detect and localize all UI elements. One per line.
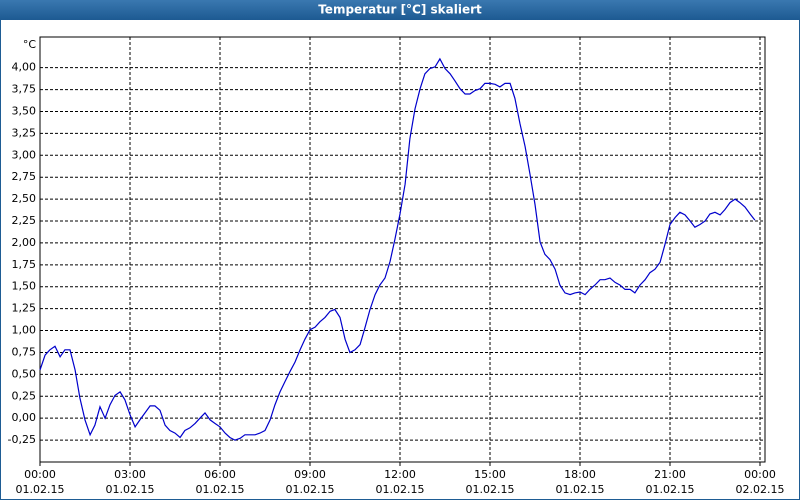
x-tick-label: 00:00 — [24, 468, 56, 481]
y-tick-label: 1,75 — [12, 258, 37, 271]
x-tick-label: 12:00 — [384, 468, 416, 481]
x-tick-date: 01.02.15 — [106, 483, 155, 496]
x-tick-date: 01.02.15 — [646, 483, 695, 496]
y-unit: °C — [23, 38, 37, 51]
x-tick-date: 02.02.15 — [736, 483, 785, 496]
y-tick-label: 4,00 — [12, 61, 37, 74]
x-tick-date: 01.02.15 — [196, 483, 245, 496]
x-tick-label: 00:00 — [744, 468, 776, 481]
temperature-line — [39, 57, 756, 441]
y-tick-label: 0,75 — [12, 345, 37, 358]
y-tick-label: 2,75 — [12, 170, 37, 183]
y-tick-label: 0,25 — [12, 389, 37, 402]
x-tick-date: 01.02.15 — [466, 483, 515, 496]
x-tick-label: 06:00 — [204, 468, 236, 481]
y-tick-label: 0,00 — [12, 411, 37, 424]
y-tick-label: 1,25 — [12, 302, 37, 315]
x-tick-label: 21:00 — [654, 468, 686, 481]
title-bar — [0, 0, 800, 20]
x-tick-date: 01.02.15 — [556, 483, 605, 496]
y-tick-label: 1,00 — [12, 324, 37, 337]
y-tick-label: 3,50 — [12, 104, 37, 117]
y-tick-label: 2,50 — [12, 192, 37, 205]
y-tick-label: 1,50 — [12, 280, 37, 293]
x-tick-label: 15:00 — [474, 468, 506, 481]
y-tick-label: -0,25 — [8, 433, 36, 446]
y-tick-label: 3,25 — [12, 126, 37, 139]
x-tick-label: 03:00 — [114, 468, 146, 481]
y-tick-label: 2,25 — [12, 214, 37, 227]
x-tick-label: 09:00 — [294, 468, 326, 481]
x-tick-date: 01.02.15 — [286, 483, 335, 496]
y-tick-label: 0,50 — [12, 367, 37, 380]
x-tick-date: 01.02.15 — [376, 483, 425, 496]
chart-title: Temperatur [°C] skaliert — [318, 3, 482, 17]
y-tick-label: 3,75 — [12, 83, 37, 96]
y-tick-label: 3,00 — [12, 148, 37, 161]
y-tick-label: 2,00 — [12, 236, 37, 249]
x-tick-date: 01.02.15 — [16, 483, 65, 496]
x-tick-label: 18:00 — [564, 468, 596, 481]
plot-frame — [39, 36, 766, 463]
